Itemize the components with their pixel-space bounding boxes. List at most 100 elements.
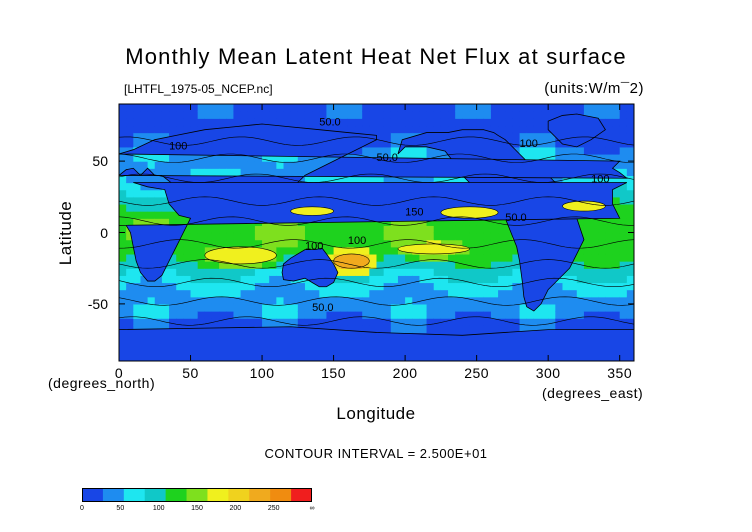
heatmap-cell bbox=[119, 253, 127, 262]
heatmap-cell bbox=[612, 325, 621, 334]
heatmap-cell bbox=[169, 168, 177, 176]
heatmap-cell bbox=[304, 232, 313, 241]
heatmap-cell bbox=[483, 325, 492, 334]
heatmap-cell bbox=[240, 289, 249, 298]
heatmap-cell bbox=[369, 303, 378, 312]
heatmap-cell bbox=[383, 318, 392, 326]
heatmap-cell bbox=[297, 311, 306, 319]
heatmap-cell bbox=[569, 104, 578, 112]
heatmap-cell bbox=[483, 104, 492, 112]
heatmap-cell bbox=[276, 253, 285, 262]
heatmap-cell bbox=[576, 296, 585, 305]
heatmap-cell bbox=[405, 289, 413, 298]
heatmap-cell bbox=[512, 289, 521, 298]
heatmap-cell bbox=[333, 289, 342, 298]
heatmap-cell bbox=[254, 282, 263, 291]
heatmap-cell bbox=[347, 311, 356, 319]
heatmap-cell bbox=[176, 289, 184, 298]
heatmap-cell bbox=[419, 239, 428, 248]
heatmap-cell bbox=[433, 296, 442, 305]
heatmap-cell bbox=[626, 153, 634, 162]
heatmap-cell bbox=[576, 146, 585, 155]
heatmap-cell bbox=[226, 282, 235, 291]
heatmap-cell bbox=[419, 218, 428, 226]
heatmap-cell bbox=[304, 118, 313, 127]
heatmap-cell bbox=[405, 132, 413, 141]
heatmap-cell bbox=[412, 261, 421, 269]
heatmap-cell bbox=[197, 311, 206, 319]
heatmap-cell bbox=[154, 218, 163, 226]
heatmap-cell bbox=[355, 282, 363, 291]
heatmap-cell bbox=[419, 289, 428, 298]
heatmap-cell bbox=[169, 275, 177, 284]
heatmap-cell bbox=[448, 268, 456, 276]
heatmap-cell bbox=[347, 125, 356, 134]
heatmap-cell bbox=[533, 125, 542, 134]
heatmap-cell bbox=[126, 303, 134, 312]
heatmap-cell bbox=[512, 139, 521, 148]
heatmap-cell bbox=[483, 275, 492, 284]
heatmap-cell bbox=[583, 104, 592, 112]
heatmap-cell bbox=[183, 125, 192, 134]
heatmap-cell bbox=[512, 104, 521, 112]
heatmap-cell bbox=[126, 111, 134, 119]
heatmap-cell bbox=[626, 325, 634, 334]
heatmap-cell bbox=[119, 218, 127, 226]
heatmap-cell bbox=[355, 311, 363, 319]
heatmap-cell bbox=[390, 232, 399, 241]
heatmap-cell bbox=[219, 111, 227, 119]
x-tick-label: 250 bbox=[464, 365, 490, 381]
heatmap-cell bbox=[519, 311, 528, 319]
heatmap-cell bbox=[161, 296, 170, 305]
heatmap-cell bbox=[254, 296, 263, 305]
heatmap-cell bbox=[448, 225, 456, 234]
heatmap-cell bbox=[562, 303, 571, 312]
heatmap-cell bbox=[619, 203, 628, 212]
heatmap-cell bbox=[133, 118, 142, 127]
heatmap-cell bbox=[476, 218, 485, 226]
heatmap-cell bbox=[197, 296, 206, 305]
heatmap-cell bbox=[483, 239, 492, 248]
heatmap-cell bbox=[598, 118, 606, 127]
heatmap-cell bbox=[269, 282, 277, 291]
heatmap-cell bbox=[397, 275, 406, 284]
heatmap-cell bbox=[376, 232, 385, 241]
heatmap-cell bbox=[498, 282, 506, 291]
heatmap-cell bbox=[548, 139, 556, 148]
heatmap-cell bbox=[169, 153, 177, 162]
heatmap-cell bbox=[140, 153, 149, 162]
contour-label: 100 bbox=[591, 174, 609, 186]
heatmap-cell bbox=[383, 104, 392, 112]
heatmap-cell bbox=[426, 318, 435, 326]
heatmap-cell bbox=[490, 125, 499, 134]
colorbar-swatch bbox=[291, 488, 312, 502]
heatmap-cell bbox=[626, 275, 634, 284]
heatmap-cell bbox=[412, 111, 421, 119]
heatmap-cell bbox=[583, 253, 592, 262]
heatmap-cell bbox=[469, 239, 478, 248]
heatmap-cell bbox=[133, 104, 142, 112]
heatmap-cell bbox=[126, 268, 134, 276]
heatmap-cell bbox=[140, 218, 149, 226]
heatmap-cell bbox=[119, 289, 127, 298]
heatmap-cell bbox=[383, 175, 392, 184]
heatmap-cell bbox=[333, 246, 342, 255]
heatmap-cell bbox=[355, 146, 363, 155]
heatmap-cell bbox=[154, 118, 163, 127]
contour-line bbox=[119, 153, 634, 163]
heatmap-cell bbox=[262, 232, 270, 241]
heatmap-cell bbox=[126, 232, 134, 241]
heatmap-cell bbox=[369, 282, 378, 291]
heatmap-cell bbox=[247, 118, 256, 127]
heatmap-cell bbox=[319, 111, 328, 119]
heatmap-cell bbox=[376, 325, 385, 334]
heatmap-cell bbox=[526, 146, 535, 155]
heatmap-cell bbox=[269, 153, 277, 162]
heatmap-cell bbox=[619, 239, 628, 248]
heatmap-cell bbox=[405, 318, 413, 326]
heatmap-cell bbox=[219, 282, 227, 291]
heatmap-cell bbox=[405, 261, 413, 269]
colorbar bbox=[82, 488, 312, 502]
heatmap-cell bbox=[319, 125, 328, 134]
